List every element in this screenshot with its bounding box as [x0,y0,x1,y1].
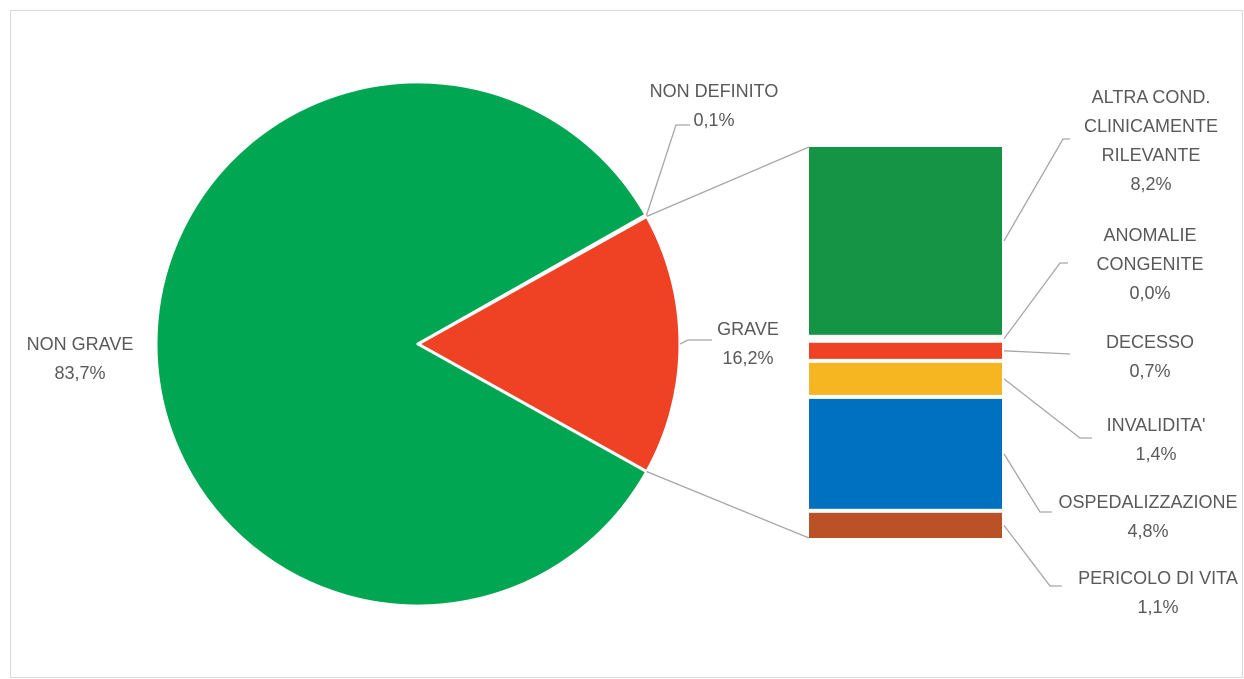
leader-invalidita [1003,378,1092,439]
label-ospedalizzazione: OSPEDALIZZAZIONE 4,8% [1058,492,1237,541]
label-decesso: DECESSO 0,7% [1106,332,1194,381]
label-invalidita: INVALIDITA' 1,4% [1107,415,1206,464]
label-pericolo-di-vita: PERICOLO DI VITA 1,1% [1078,568,1238,617]
bar-segment-ospedalizzazione [809,398,1002,509]
label-anomalie-congenite: ANOMALIE CONGENITE 0,0% [1096,225,1203,303]
connector-top [646,146,810,217]
bar-segment-altra-cond-clinicamente-rilevante [809,147,1002,335]
leader-grave [679,339,712,345]
pie-to-bar-connectors [646,146,810,539]
label-non-definito: NON DEFINITO 0,1% [650,81,779,130]
leader-ospedalizzazione [1003,453,1052,513]
connector-bottom [646,471,810,539]
leader-decesso [1003,350,1071,355]
bar-segment-pericolo-di-vita [809,512,1002,538]
leader-lines [645,124,1092,587]
label-grave: GRAVE 16,2% [717,319,779,368]
leader-non-definito [645,124,690,216]
pie [154,80,682,608]
stacked-bar [809,147,1002,538]
leader-altra-cond-clinicamente-rilevante [1003,138,1070,242]
leader-anomalie-congenite [1003,262,1068,340]
label-altra-cond-clinicamente-rilevante: ALTRA COND. CLINICAMENTE RILEVANTE 8,2% [1084,87,1218,194]
leader-pericolo-di-vita [1003,525,1062,587]
bar-segment-invalidita [809,362,1002,395]
label-non-grave: NON GRAVE 83,7% [27,334,134,383]
data-labels: NON GRAVE 83,7% GRAVE 16,2% NON DEFINITO 0,1%… [27,81,1238,617]
chart-frame [10,10,1243,678]
bar-segment-decesso [809,342,1002,359]
pie-slice-non-grave [154,80,649,608]
